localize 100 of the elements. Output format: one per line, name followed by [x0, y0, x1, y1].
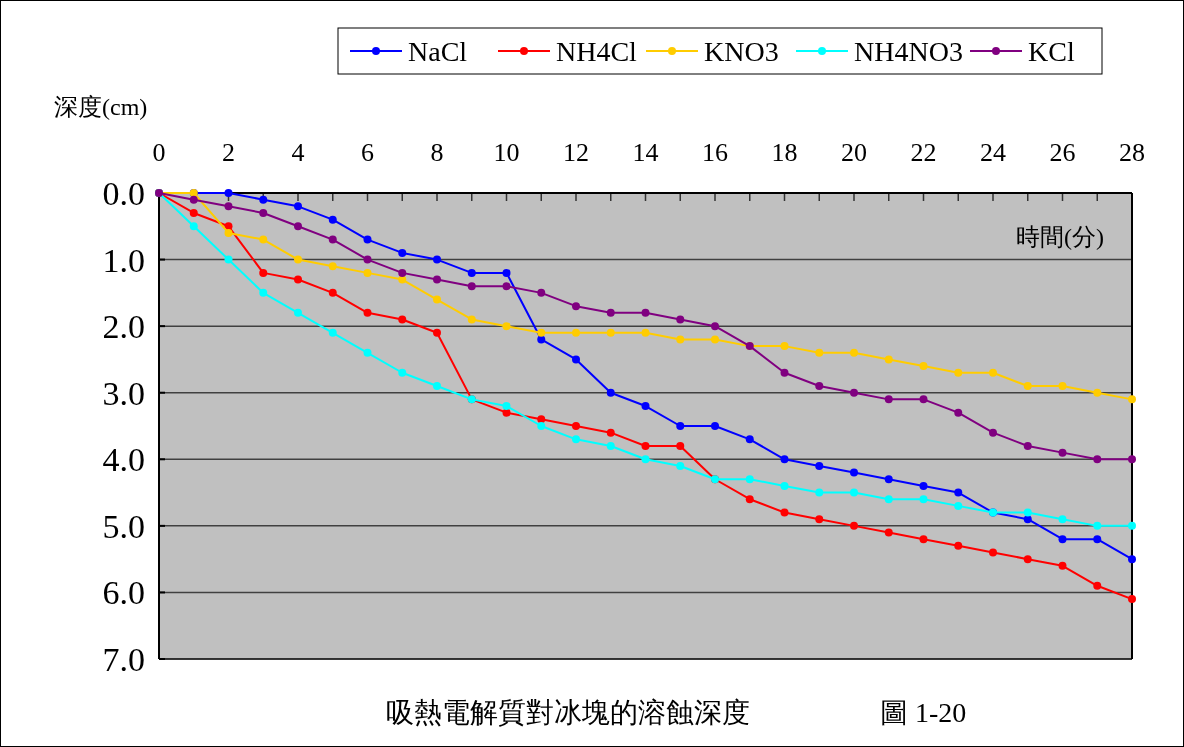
point — [676, 335, 685, 344]
point — [780, 455, 789, 464]
point — [780, 481, 789, 490]
point — [780, 342, 789, 351]
point — [294, 222, 302, 231]
point — [989, 428, 997, 437]
point — [780, 368, 789, 377]
point — [328, 262, 337, 271]
point — [850, 521, 858, 530]
point — [954, 368, 963, 377]
y-tick-label: 5.0 — [102, 507, 145, 545]
x-tick-label: 14 — [632, 138, 659, 167]
point — [537, 422, 546, 430]
point — [363, 235, 372, 244]
point — [1058, 382, 1067, 391]
point — [641, 328, 650, 337]
point — [328, 288, 337, 297]
point — [502, 282, 511, 291]
point — [537, 415, 546, 424]
point — [676, 461, 685, 470]
point — [1058, 515, 1067, 524]
point — [502, 402, 511, 411]
x-tick-label: 20 — [841, 138, 867, 167]
x-tick-label: 18 — [771, 138, 798, 167]
point — [224, 228, 233, 237]
point — [433, 382, 441, 391]
point — [1058, 448, 1067, 457]
point — [1093, 535, 1102, 544]
point — [919, 362, 928, 371]
legend-label: NH4Cl — [556, 36, 638, 67]
point — [433, 295, 441, 304]
point — [711, 335, 719, 344]
point — [954, 408, 963, 417]
point — [884, 495, 893, 504]
point — [537, 328, 546, 337]
point — [1023, 515, 1032, 524]
x-tick-label: 8 — [430, 138, 444, 167]
point — [1128, 521, 1136, 530]
point — [989, 368, 997, 377]
point — [328, 235, 337, 244]
point — [745, 475, 754, 484]
x-tick-label: 16 — [702, 138, 728, 167]
y-tick-label: 4.0 — [102, 441, 145, 479]
point — [606, 428, 615, 437]
point — [572, 422, 580, 430]
legend-label: KNO3 — [704, 36, 779, 67]
point — [850, 348, 858, 357]
y-tick-label: 7.0 — [102, 641, 145, 678]
point — [711, 422, 719, 430]
point — [919, 535, 928, 544]
y-tick-label: 2.0 — [102, 308, 145, 346]
point — [467, 282, 476, 291]
point — [433, 275, 441, 284]
point — [919, 495, 928, 504]
point — [954, 488, 963, 497]
point — [1128, 595, 1136, 604]
point — [884, 355, 893, 364]
point — [606, 328, 615, 337]
point — [294, 275, 302, 284]
point — [1058, 535, 1067, 544]
point — [606, 308, 615, 317]
x-tick-label: 6 — [361, 138, 374, 167]
point — [294, 255, 302, 264]
point — [259, 195, 268, 204]
x-tick-label: 0 — [152, 138, 166, 167]
point — [259, 288, 268, 297]
point — [433, 255, 441, 264]
point — [537, 288, 546, 297]
point — [1093, 521, 1102, 530]
point — [919, 481, 928, 490]
point — [780, 508, 789, 517]
point — [641, 402, 650, 411]
point — [815, 382, 824, 391]
y-axis-title: 深度(cm) — [54, 94, 148, 120]
point — [1128, 395, 1136, 404]
y-tick-label: 0.0 — [102, 175, 145, 212]
point — [1093, 388, 1102, 397]
point — [433, 328, 441, 337]
point — [294, 308, 302, 317]
legend-label: NaCl — [408, 36, 468, 67]
point — [189, 208, 198, 217]
point — [398, 268, 407, 277]
point — [711, 322, 719, 331]
caption: 圖 1-20 — [880, 697, 967, 728]
point — [815, 488, 824, 497]
text: 吸熱電解質對冰塊的溶蝕深度 — [386, 697, 750, 728]
point — [1023, 555, 1032, 564]
point — [606, 441, 615, 450]
point — [815, 348, 824, 357]
x-tick-label: 26 — [1049, 138, 1076, 167]
point — [224, 255, 233, 264]
point — [676, 441, 685, 450]
point — [850, 488, 858, 497]
point — [328, 215, 337, 224]
point — [745, 495, 754, 504]
point — [224, 202, 233, 211]
point — [224, 189, 233, 197]
point — [572, 355, 580, 364]
x-tick-label: 2 — [222, 138, 235, 167]
point — [572, 302, 580, 311]
